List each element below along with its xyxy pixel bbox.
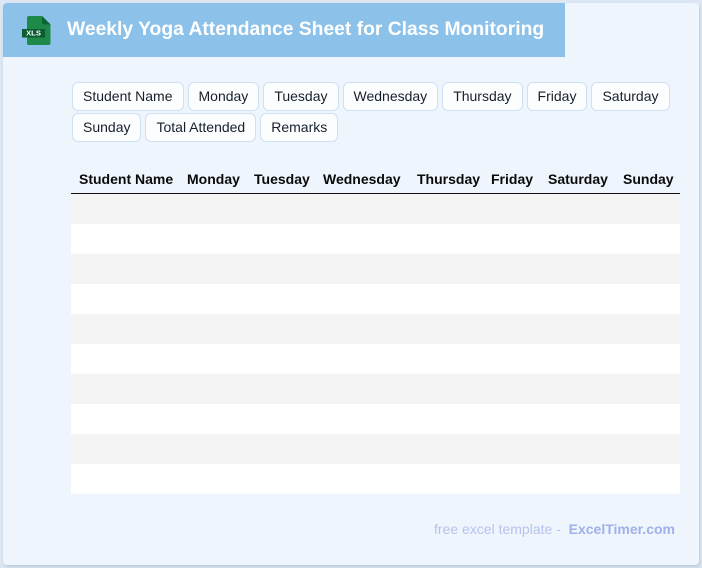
svg-text:XLS: XLS (26, 29, 41, 38)
